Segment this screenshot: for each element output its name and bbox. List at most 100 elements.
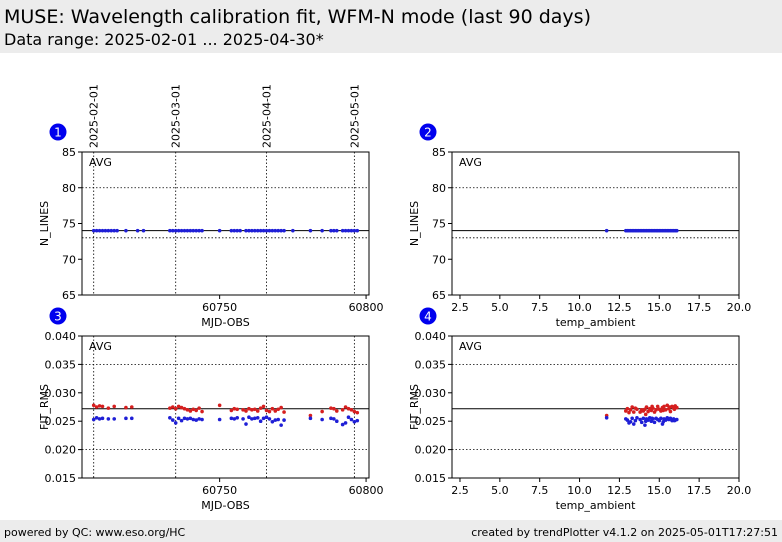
data-point <box>279 423 283 427</box>
data-point <box>672 407 677 412</box>
y-tick-label: 85 <box>62 146 76 159</box>
x-tick-label: 7.5 <box>531 301 549 314</box>
y-tick-label: 75 <box>62 218 76 231</box>
data-point <box>179 418 184 423</box>
data-point <box>235 228 240 233</box>
data-point <box>346 415 351 420</box>
panel-number-label: 2 <box>424 126 432 140</box>
data-point <box>659 416 663 421</box>
data-point <box>232 417 237 421</box>
data-point <box>94 415 99 420</box>
avg-annotation: AVG <box>459 340 482 353</box>
plot-frame <box>81 151 370 296</box>
panel-number-badge <box>419 307 437 325</box>
data-point <box>282 228 286 233</box>
x-tick-label: 60800 <box>349 301 384 314</box>
data-point <box>94 405 99 409</box>
data-point <box>273 409 278 413</box>
data-point <box>217 417 222 422</box>
x-tick-label: 5.0 <box>491 301 509 314</box>
data-point <box>241 417 245 421</box>
data-point <box>270 419 275 424</box>
data-point <box>627 421 631 425</box>
y-axis-label: N_LINES <box>38 201 51 246</box>
y-tick-label: 65 <box>432 289 446 302</box>
footer-credit: powered by QC: www.eso.org/HC <box>4 526 186 539</box>
data-point <box>320 417 324 422</box>
x-axis-label: MJD-OBS <box>201 316 249 329</box>
data-point <box>267 417 272 421</box>
data-point <box>282 418 286 422</box>
x-tick-label: 12.5 <box>607 484 632 497</box>
data-point <box>276 417 281 422</box>
data-point <box>168 228 172 233</box>
data-point <box>179 228 184 233</box>
y-tick-label: 0.025 <box>415 415 447 428</box>
data-point <box>355 410 360 415</box>
data-point <box>340 228 345 233</box>
data-point <box>197 228 201 233</box>
x-tick-label: 60750 <box>202 484 237 497</box>
data-point <box>106 406 111 410</box>
data-point <box>244 228 248 233</box>
panel-number-label: 1 <box>54 126 62 140</box>
data-point <box>273 228 278 233</box>
y-tick-label: 0.020 <box>45 444 77 457</box>
y-tick-label: 0.030 <box>415 387 447 400</box>
data-point <box>641 416 646 421</box>
data-point <box>229 408 234 413</box>
panel-number-badge <box>419 123 437 141</box>
y-tick-label: 0.030 <box>45 387 77 400</box>
data-point <box>97 417 102 421</box>
data-point <box>141 228 146 233</box>
y-axis-label: N_LINES <box>408 201 421 246</box>
panel-number-label: 3 <box>54 310 62 324</box>
data-point <box>261 416 266 421</box>
data-point <box>176 404 181 409</box>
data-point <box>91 228 96 233</box>
data-point <box>232 228 237 233</box>
data-point <box>646 409 650 414</box>
data-point <box>232 406 237 411</box>
data-point <box>320 228 324 233</box>
y-tick-label: 0.040 <box>415 330 447 343</box>
plot-panel-1: 65 70 75 80 85 60750 60800 MJD-OBS N_LINES AVG 1 <box>38 123 384 329</box>
data-point <box>655 404 660 409</box>
y-tick-label: 65 <box>62 289 76 302</box>
data-point <box>349 408 354 412</box>
data-point <box>191 407 196 412</box>
data-point <box>188 409 193 413</box>
data-point <box>185 228 190 233</box>
data-point <box>100 404 105 409</box>
data-point <box>638 417 642 422</box>
data-point <box>267 409 272 414</box>
data-point <box>635 407 639 412</box>
data-point <box>308 416 313 421</box>
data-point <box>352 228 357 233</box>
data-point <box>200 417 204 422</box>
plot-frame <box>451 335 740 479</box>
data-point <box>197 417 201 421</box>
x-tick-label: 7.5 <box>531 484 549 497</box>
data-point <box>308 413 313 418</box>
data-point <box>255 228 260 233</box>
data-point <box>604 228 609 233</box>
data-point <box>276 407 281 412</box>
data-point <box>628 408 633 412</box>
data-point <box>129 416 134 421</box>
data-point <box>340 422 345 427</box>
data-point <box>343 228 348 233</box>
data-point <box>170 405 175 409</box>
y-tick-label: 0.035 <box>45 358 77 371</box>
date-marker-label: 2025-05-01 <box>348 84 361 148</box>
data-point <box>252 407 257 412</box>
x-tick-label: 20.0 <box>727 484 752 497</box>
data-point <box>308 228 313 233</box>
data-point <box>349 417 354 422</box>
data-point <box>238 228 242 233</box>
x-tick-label: 17.5 <box>687 301 712 314</box>
panel-number-badge <box>49 307 67 325</box>
data-point <box>270 228 275 233</box>
data-point <box>667 405 672 409</box>
y-tick-label: 70 <box>62 253 76 266</box>
